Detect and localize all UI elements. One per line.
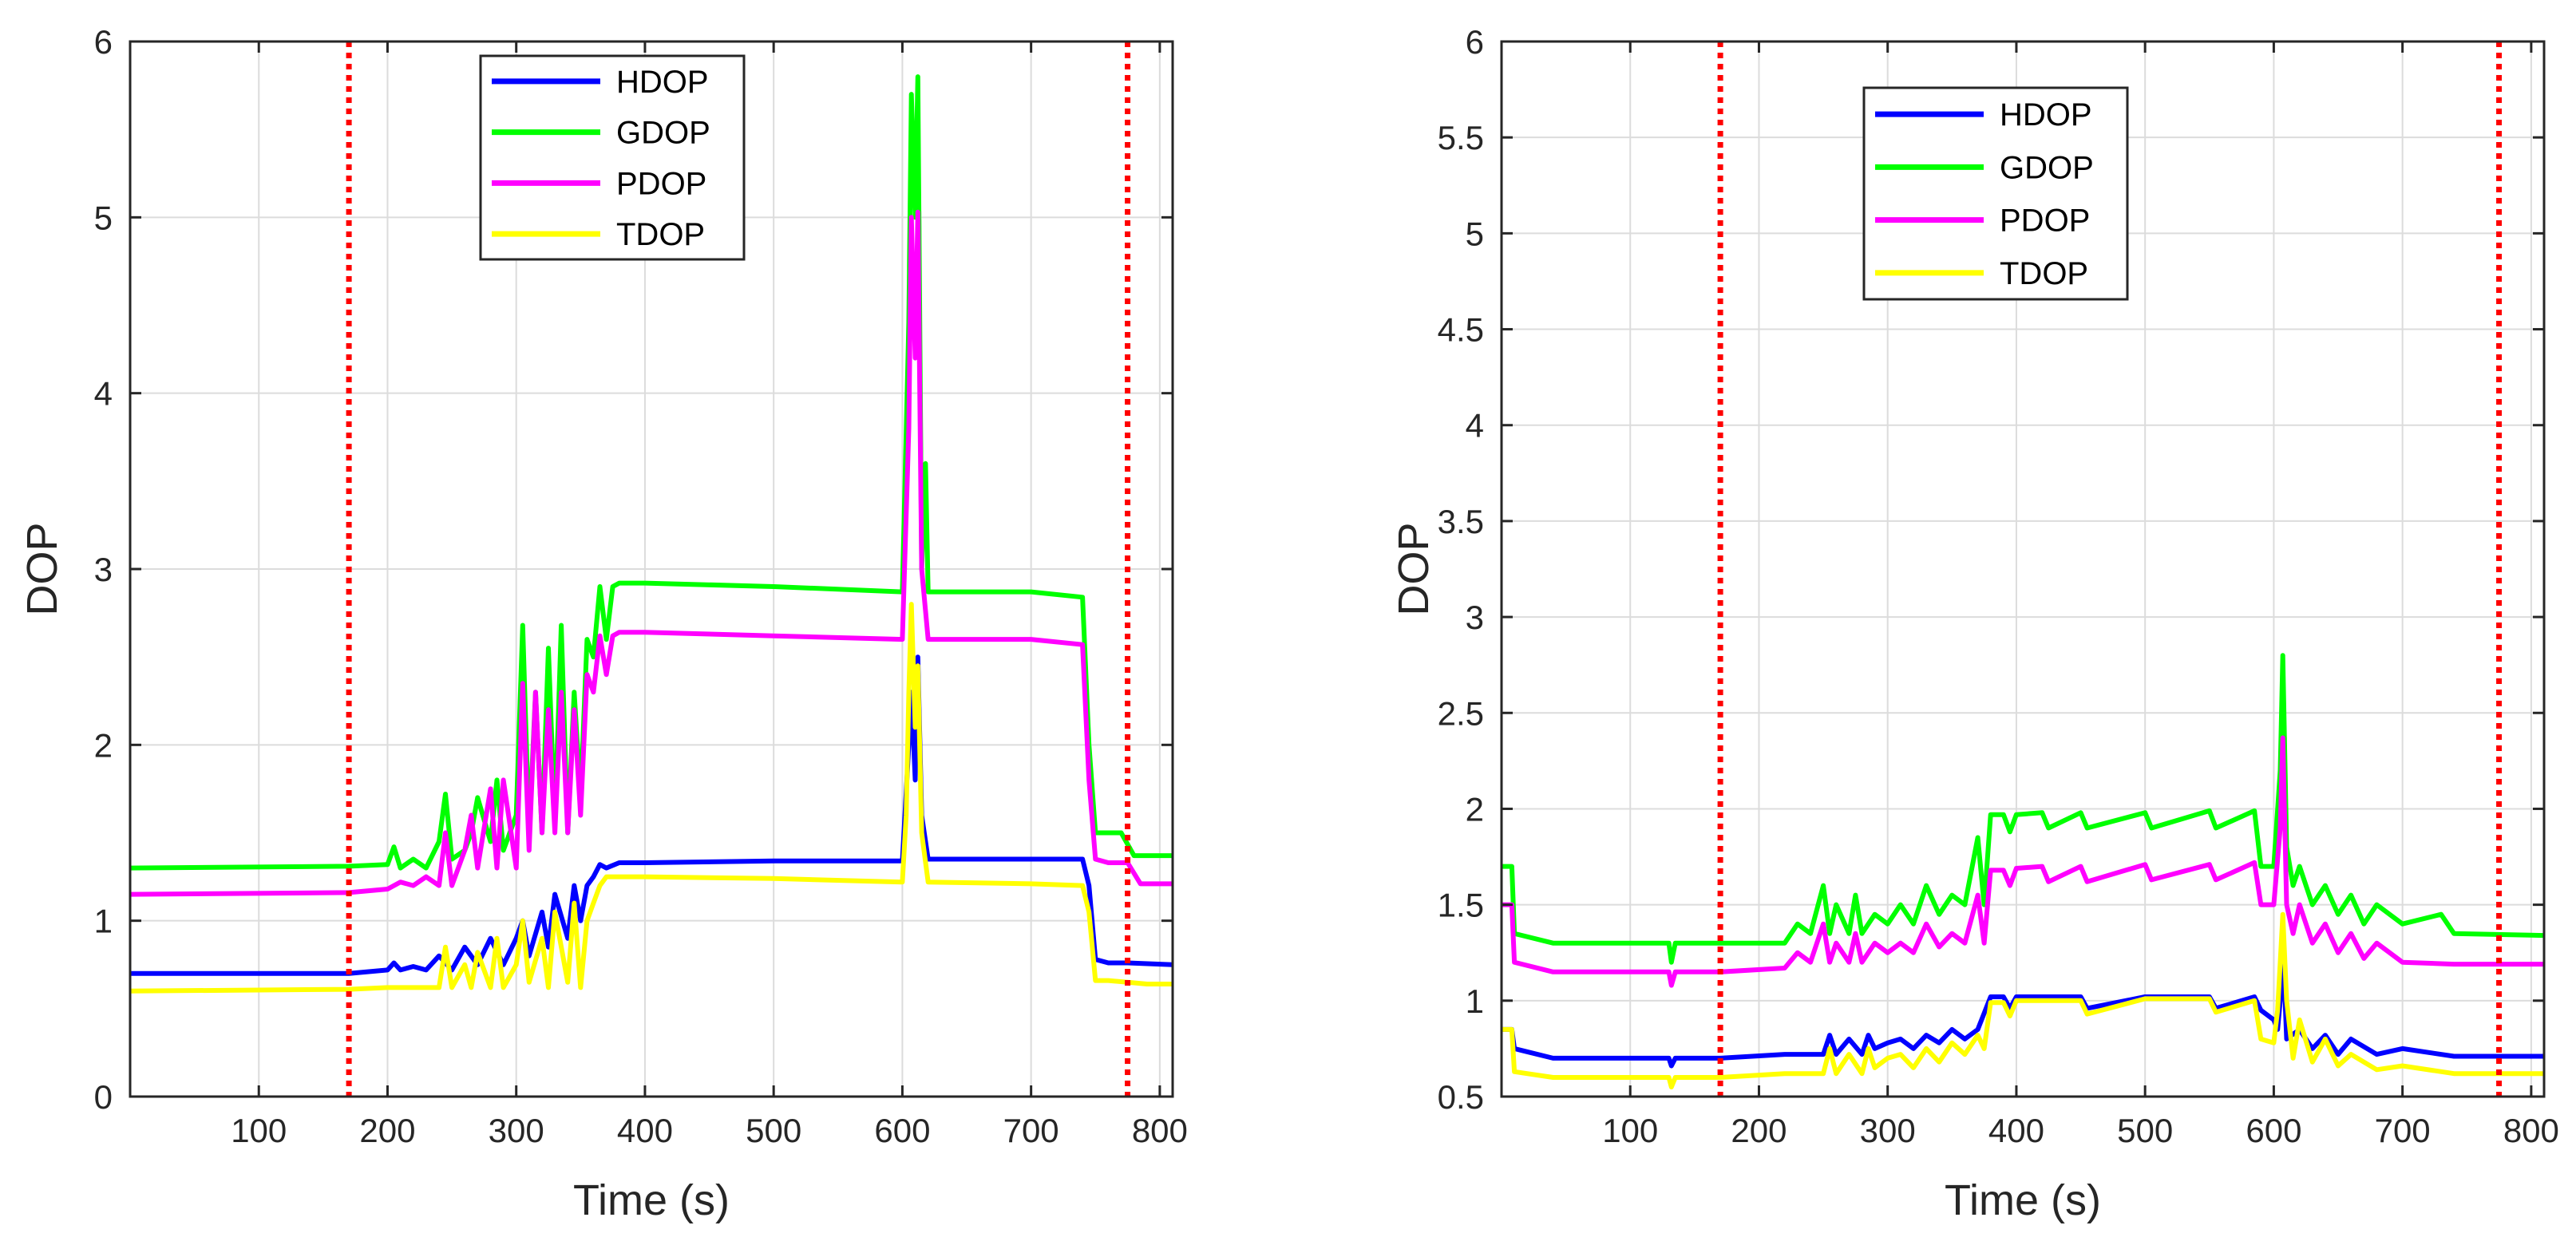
right-y-tick-label: 5: [1466, 215, 1484, 252]
right-series-pdop: [1502, 735, 2544, 988]
left-chart: 100 200 300 400 500 600 700 800 0 1 2 3 4 5 6 Time (s)…: [18, 23, 1188, 1224]
left-y-tick-label: 6: [94, 23, 113, 61]
left-y-tick-label: 3: [94, 551, 113, 588]
right-legend-label-tdop: TDOP: [2000, 256, 2088, 291]
left-x-tick-label: 500: [746, 1112, 801, 1149]
right-axes-box: [1500, 40, 2546, 1098]
right-y-tick-label: 3: [1466, 599, 1484, 636]
right-x-tick-label: 100: [1602, 1112, 1658, 1149]
left-y-tick-label: 2: [94, 726, 113, 764]
right-x-axis-label: Time (s): [1945, 1176, 2101, 1224]
left-series: [129, 74, 1173, 994]
right-vertical-markers: [1717, 42, 2503, 1097]
right-legend-label-pdop: PDOP: [2000, 204, 2090, 239]
left-series-pdop: [129, 209, 1173, 897]
right-x-tick-label: 300: [1860, 1112, 1916, 1149]
left-legend-label-gdop: GDOP: [616, 116, 710, 151]
left-x-tick-label: 600: [874, 1112, 930, 1149]
right-x-tick-label: 400: [1988, 1112, 2044, 1149]
right-y-tick-label: 0.5: [1438, 1078, 1484, 1116]
left-x-tick-label: 700: [1003, 1112, 1059, 1149]
left-legend-label-pdop: PDOP: [616, 166, 706, 201]
right-legend: HDOP GDOP PDOP TDOP: [1862, 86, 2129, 301]
left-legend-label-hdop: HDOP: [616, 65, 709, 100]
right-y-tick-label: 2.5: [1438, 694, 1484, 732]
right-x-tick-label: 700: [2375, 1112, 2431, 1149]
left-x-tick-label: 800: [1132, 1112, 1188, 1149]
right-y-tick-label: 3.5: [1438, 503, 1484, 540]
left-x-axis-label: Time (s): [573, 1176, 730, 1224]
right-x-tick-label: 500: [2117, 1112, 2173, 1149]
right-legend-label-hdop: HDOP: [2000, 97, 2092, 132]
right-y-tick-label: 6: [1466, 23, 1484, 61]
left-series-tdop: [129, 602, 1173, 994]
right-series-gdop: [1502, 653, 2545, 965]
right-y-tick-label: 4.5: [1438, 311, 1484, 349]
left-legend: HDOP GDOP PDOP TDOP: [479, 54, 746, 261]
right-legend-label-gdop: GDOP: [2000, 150, 2094, 185]
right-chart: 100 200 300 400 500 600 700 800 0.5 1 1.5 2 2.5 3 3.5 4…: [1390, 23, 2559, 1224]
right-y-axis-label: DOP: [1390, 522, 1438, 615]
left-x-tick-label: 100: [231, 1112, 287, 1149]
left-y-axis-label: DOP: [18, 522, 66, 615]
left-vertical-markers: [346, 42, 1131, 1097]
left-y-tick-label: 5: [94, 199, 113, 236]
left-x-tick-label: 400: [617, 1112, 673, 1149]
right-x-tick-label: 800: [2503, 1112, 2559, 1149]
left-x-tick-label: 200: [359, 1112, 415, 1149]
left-ticks: 100 200 300 400 500 600 700 800 0 1 2 3 4 5 6: [94, 23, 1188, 1149]
left-x-tick-label: 300: [489, 1112, 544, 1149]
right-x-tick-label: 200: [1731, 1112, 1787, 1149]
right-y-tick-label: 2: [1466, 790, 1484, 828]
left-legend-label-tdop: TDOP: [616, 217, 705, 252]
right-y-tick-label: 1.5: [1438, 887, 1484, 924]
right-y-tick-label: 5.5: [1438, 119, 1484, 156]
right-legend-box: [1862, 86, 2129, 301]
right-series-tdop: [1502, 911, 2544, 1089]
right-y-tick-label: 4: [1466, 407, 1484, 445]
left-series-hdop: [130, 654, 1173, 976]
right-ticks: 100 200 300 400 500 600 700 800 0.5 1 1.5 2 2.5 3 3.5 4…: [1438, 23, 2559, 1149]
left-y-tick-label: 4: [94, 375, 113, 413]
left-legend-box: [479, 54, 746, 261]
left-y-tick-label: 1: [94, 903, 113, 940]
right-series: [1502, 653, 2545, 1089]
right-x-tick-label: 600: [2246, 1112, 2301, 1149]
right-y-tick-label: 1: [1466, 982, 1484, 1020]
left-y-tick-label: 0: [94, 1078, 113, 1116]
